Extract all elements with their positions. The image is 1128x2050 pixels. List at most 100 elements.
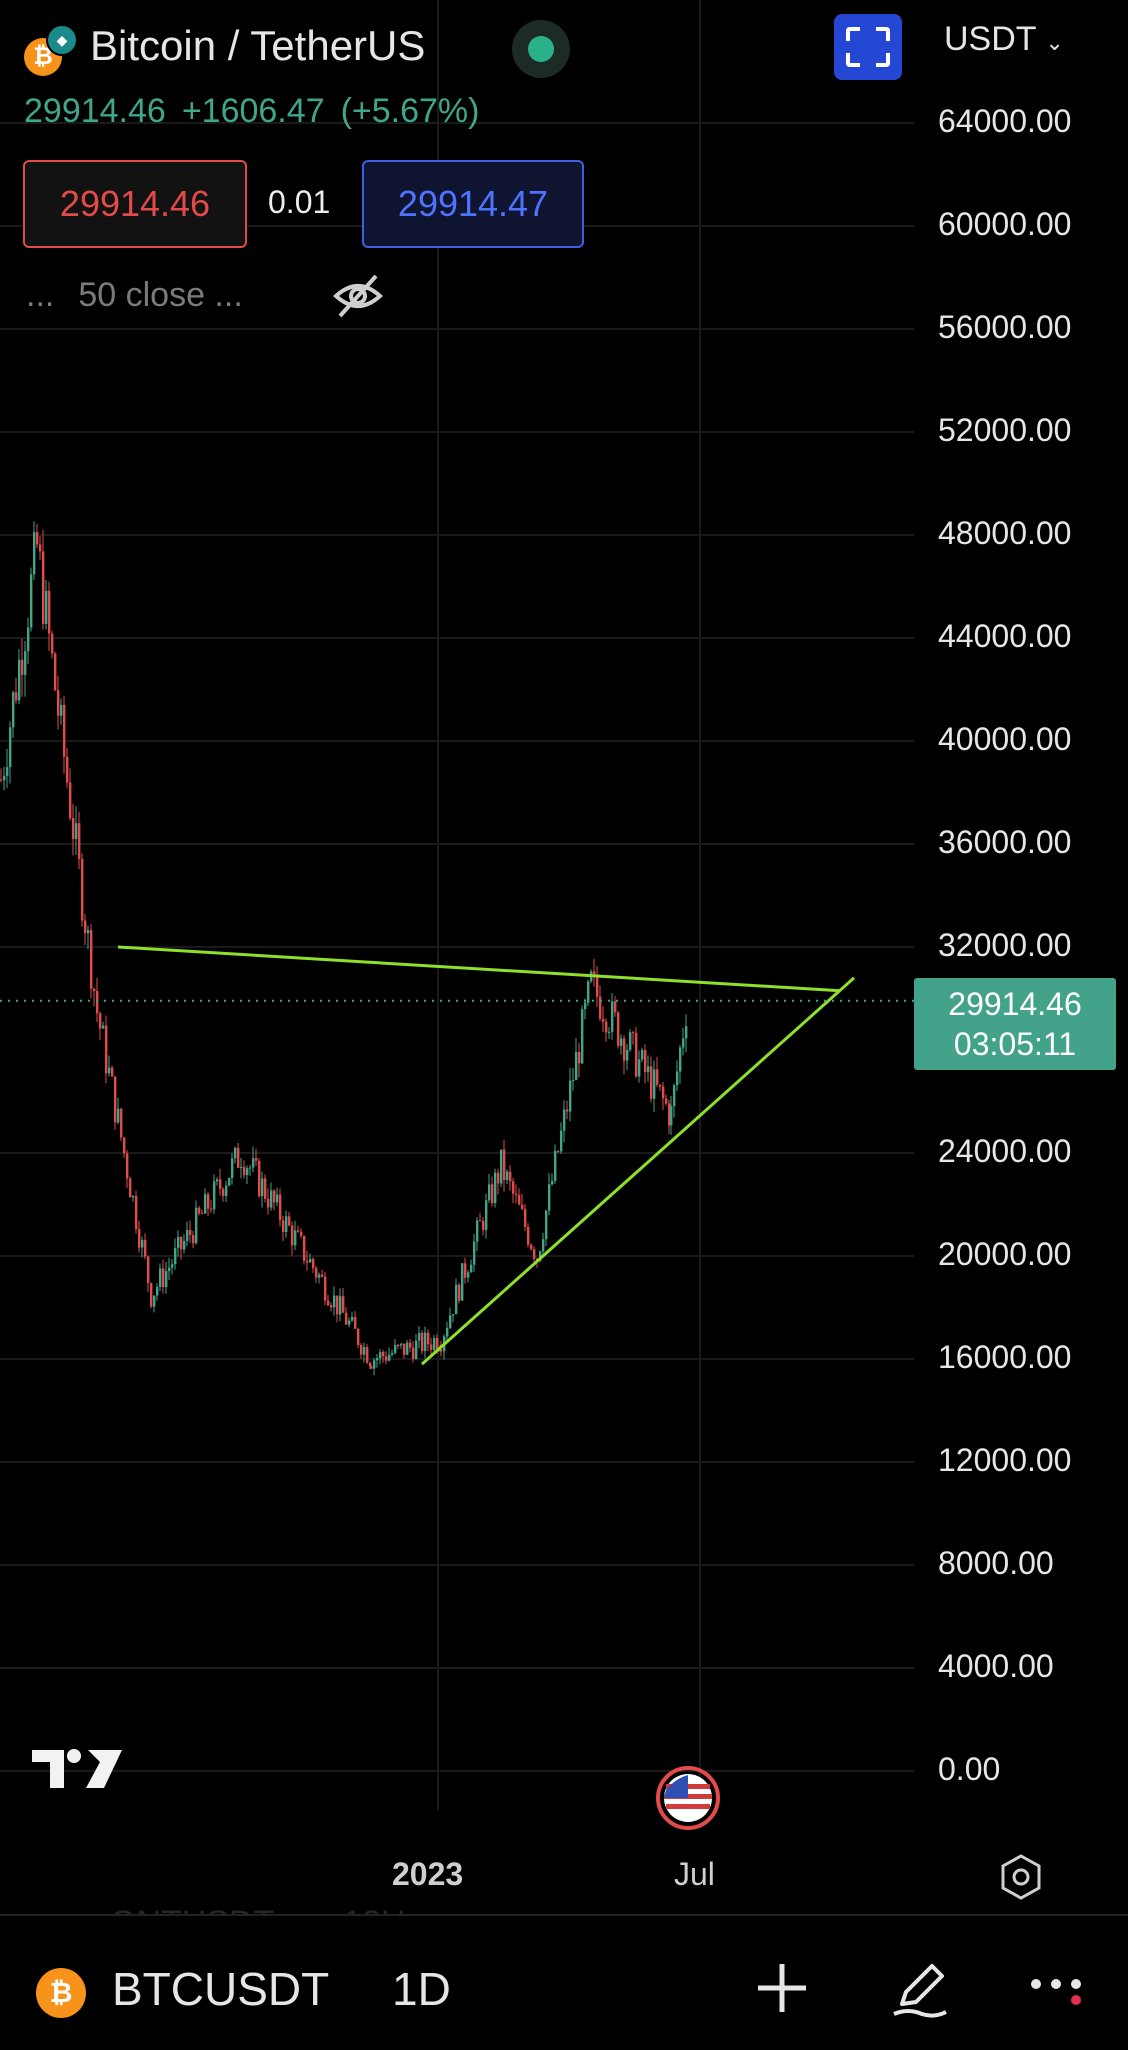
candle-body (512, 1181, 515, 1194)
candle-body (476, 1220, 479, 1242)
market-open-dot (528, 36, 554, 62)
candle-body (159, 1268, 162, 1287)
candle-body (673, 1085, 676, 1107)
candle-body (656, 1069, 659, 1085)
candle-body (255, 1158, 258, 1161)
price-axis-label: 64000.00 (938, 103, 1072, 139)
candle-body (342, 1296, 345, 1313)
interval-button[interactable]: 1D (392, 1963, 451, 2015)
candle-body (249, 1167, 252, 1169)
candle-body (650, 1066, 653, 1099)
candle-body (584, 1002, 587, 1010)
chart-area[interactable] (0, 0, 1128, 1810)
candle-body (554, 1150, 557, 1181)
candle-body (57, 690, 60, 716)
symbol-search-button[interactable]: BTCUSDT (112, 1963, 330, 2015)
buy-button[interactable]: 29914.47 (362, 160, 584, 248)
candle-body (204, 1194, 207, 1214)
candle-body (647, 1066, 650, 1073)
last-price-tag: 29914.46 03:05:11 (914, 978, 1116, 1070)
candle-body (210, 1208, 213, 1210)
price-axis-label: 60000.00 (938, 206, 1072, 242)
resistance-trendline (117, 945, 841, 993)
candle-body (635, 1032, 638, 1077)
spread-value: 0.01 (268, 184, 331, 220)
candle-body (321, 1274, 324, 1277)
candle-body (551, 1180, 554, 1185)
bitcoin-icon[interactable]: ₿ (36, 1968, 86, 2018)
candle-body (569, 1080, 572, 1112)
candle-body (33, 532, 36, 575)
candle-body (279, 1194, 282, 1221)
symbol-title[interactable]: Bitcoin / TetherUS (90, 22, 426, 69)
candle-body (75, 823, 78, 839)
fullscreen-button[interactable] (834, 14, 902, 80)
candle-body (369, 1362, 372, 1367)
candle-body (382, 1352, 385, 1357)
candle-body (430, 1344, 433, 1350)
candle-body (575, 1051, 578, 1081)
candle-body (506, 1171, 509, 1181)
candle-body (138, 1228, 141, 1248)
candle-body (587, 981, 590, 1003)
indicator-legend[interactable]: ... 50 close ... (26, 276, 243, 315)
candle-body (258, 1160, 261, 1197)
candle-body (84, 920, 87, 934)
sell-button[interactable]: 29914.46 (23, 160, 247, 248)
candle-body (201, 1213, 204, 1215)
candle-body (421, 1332, 424, 1351)
candle-body (135, 1195, 138, 1229)
candle-body (488, 1184, 491, 1201)
candle-body (132, 1195, 135, 1198)
candle-body (403, 1343, 406, 1355)
candle-body (156, 1286, 159, 1296)
candle-body (415, 1340, 418, 1359)
candle-body (397, 1344, 400, 1346)
candle-body (685, 1026, 688, 1039)
more-options-icon[interactable] (1028, 1970, 1088, 2010)
plus-icon[interactable] (752, 1958, 812, 2018)
candle-body (144, 1239, 147, 1257)
price-change-pct: (+5.67%) (340, 92, 480, 130)
candle-body (12, 692, 15, 728)
candle-body (521, 1204, 524, 1209)
market-status-indicator[interactable] (512, 20, 570, 78)
candle-body (120, 1108, 123, 1138)
candle-body (406, 1342, 409, 1355)
candle-body (360, 1345, 363, 1355)
candle-body (327, 1300, 330, 1306)
candle-body (246, 1168, 249, 1176)
price-axis-label: 48000.00 (938, 515, 1072, 551)
candle-body (433, 1338, 436, 1350)
indicator-more[interactable]: ... (26, 276, 55, 314)
candle-body (285, 1216, 288, 1232)
candle-body (96, 990, 99, 1014)
candle-body (3, 775, 6, 781)
candle-body (345, 1312, 348, 1325)
candle-body (318, 1274, 321, 1278)
candle-body (560, 1130, 563, 1152)
candle-body (141, 1239, 144, 1248)
candle-body (90, 930, 93, 989)
us-flag-icon[interactable] (652, 1766, 724, 1830)
candle-body (51, 633, 54, 654)
price-axis-label: 8000.00 (938, 1545, 1054, 1581)
candle-body (6, 767, 9, 776)
chart-settings-icon[interactable] (996, 1852, 1046, 1902)
candle-body (312, 1258, 315, 1269)
candle-body (668, 1103, 671, 1126)
currency-selector[interactable]: USDT ⌄ (944, 20, 1064, 59)
candle-body (452, 1314, 455, 1316)
price-chart[interactable] (0, 0, 1128, 1810)
candle-body (336, 1295, 339, 1315)
candle-body (27, 627, 30, 652)
candle-body (297, 1230, 300, 1232)
drawing-pen-icon[interactable] (888, 1956, 952, 2020)
candle-body (638, 1059, 641, 1077)
hidden-eye-icon[interactable] (330, 268, 386, 324)
price-axis-label: 32000.00 (938, 927, 1072, 963)
candle-body (623, 1038, 626, 1061)
candle-body (219, 1179, 222, 1189)
candle-body (42, 551, 45, 624)
tradingview-logo[interactable] (30, 1746, 124, 1794)
